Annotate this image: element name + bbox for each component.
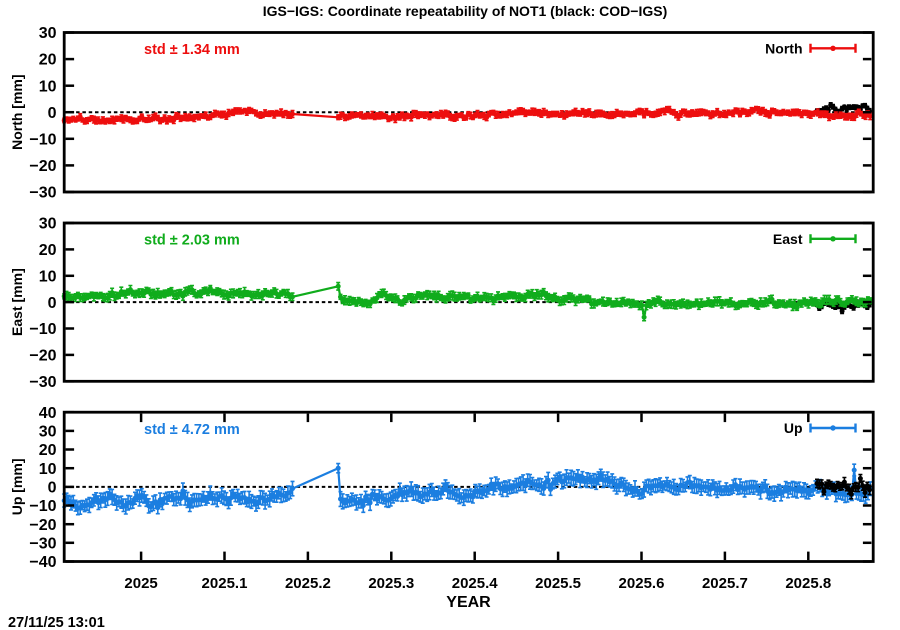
svg-text:0: 0 [48, 295, 57, 312]
svg-text:30: 30 [39, 424, 57, 441]
svg-text:−30: −30 [29, 185, 56, 202]
svg-text:−30: −30 [29, 374, 56, 391]
svg-text:2025.4: 2025.4 [452, 575, 499, 592]
svg-text:20: 20 [39, 442, 57, 459]
svg-text:2025.6: 2025.6 [619, 575, 665, 592]
svg-text:East [mm]: East [mm] [9, 268, 25, 336]
svg-text:IGS−IGS: Coordinate repeatabil: IGS−IGS: Coordinate repeatability of NOT… [263, 3, 668, 19]
svg-text:20: 20 [39, 52, 57, 69]
svg-text:−10: −10 [29, 498, 56, 515]
svg-text:−10: −10 [29, 131, 56, 148]
svg-text:−20: −20 [29, 348, 56, 365]
svg-text:40: 40 [39, 405, 57, 422]
svg-text:30: 30 [39, 216, 57, 233]
svg-text:std ± 2.03 mm: std ± 2.03 mm [144, 233, 240, 249]
svg-text:2025.1: 2025.1 [202, 575, 248, 592]
svg-text:0: 0 [48, 480, 57, 497]
svg-text:20: 20 [39, 242, 57, 259]
svg-text:−30: −30 [29, 535, 56, 552]
svg-text:2025.2: 2025.2 [285, 575, 331, 592]
svg-text:10: 10 [39, 461, 57, 478]
svg-text:Up [mm]: Up [mm] [9, 459, 25, 516]
svg-text:YEAR: YEAR [446, 594, 491, 611]
svg-text:std ± 4.72 mm: std ± 4.72 mm [144, 422, 240, 438]
svg-text:30: 30 [39, 25, 57, 42]
svg-text:−20: −20 [29, 517, 56, 534]
svg-text:2025.8: 2025.8 [785, 575, 831, 592]
svg-text:2025: 2025 [124, 575, 157, 592]
svg-text:10: 10 [39, 268, 57, 285]
svg-text:2025.7: 2025.7 [702, 575, 748, 592]
svg-text:2025.5: 2025.5 [535, 575, 581, 592]
svg-text:North [mm]: North [mm] [9, 74, 25, 149]
svg-text:North: North [765, 41, 802, 57]
svg-text:East: East [773, 231, 803, 247]
svg-text:−10: −10 [29, 321, 56, 338]
svg-text:−20: −20 [29, 158, 56, 175]
svg-text:0: 0 [48, 105, 57, 122]
svg-text:−40: −40 [29, 554, 56, 571]
svg-text:10: 10 [39, 78, 57, 95]
svg-text:Up: Up [784, 420, 803, 436]
svg-text:27/11/25 13:01: 27/11/25 13:01 [8, 615, 105, 630]
svg-text:2025.3: 2025.3 [368, 575, 414, 592]
svg-text:std ± 1.34 mm: std ± 1.34 mm [144, 42, 240, 58]
